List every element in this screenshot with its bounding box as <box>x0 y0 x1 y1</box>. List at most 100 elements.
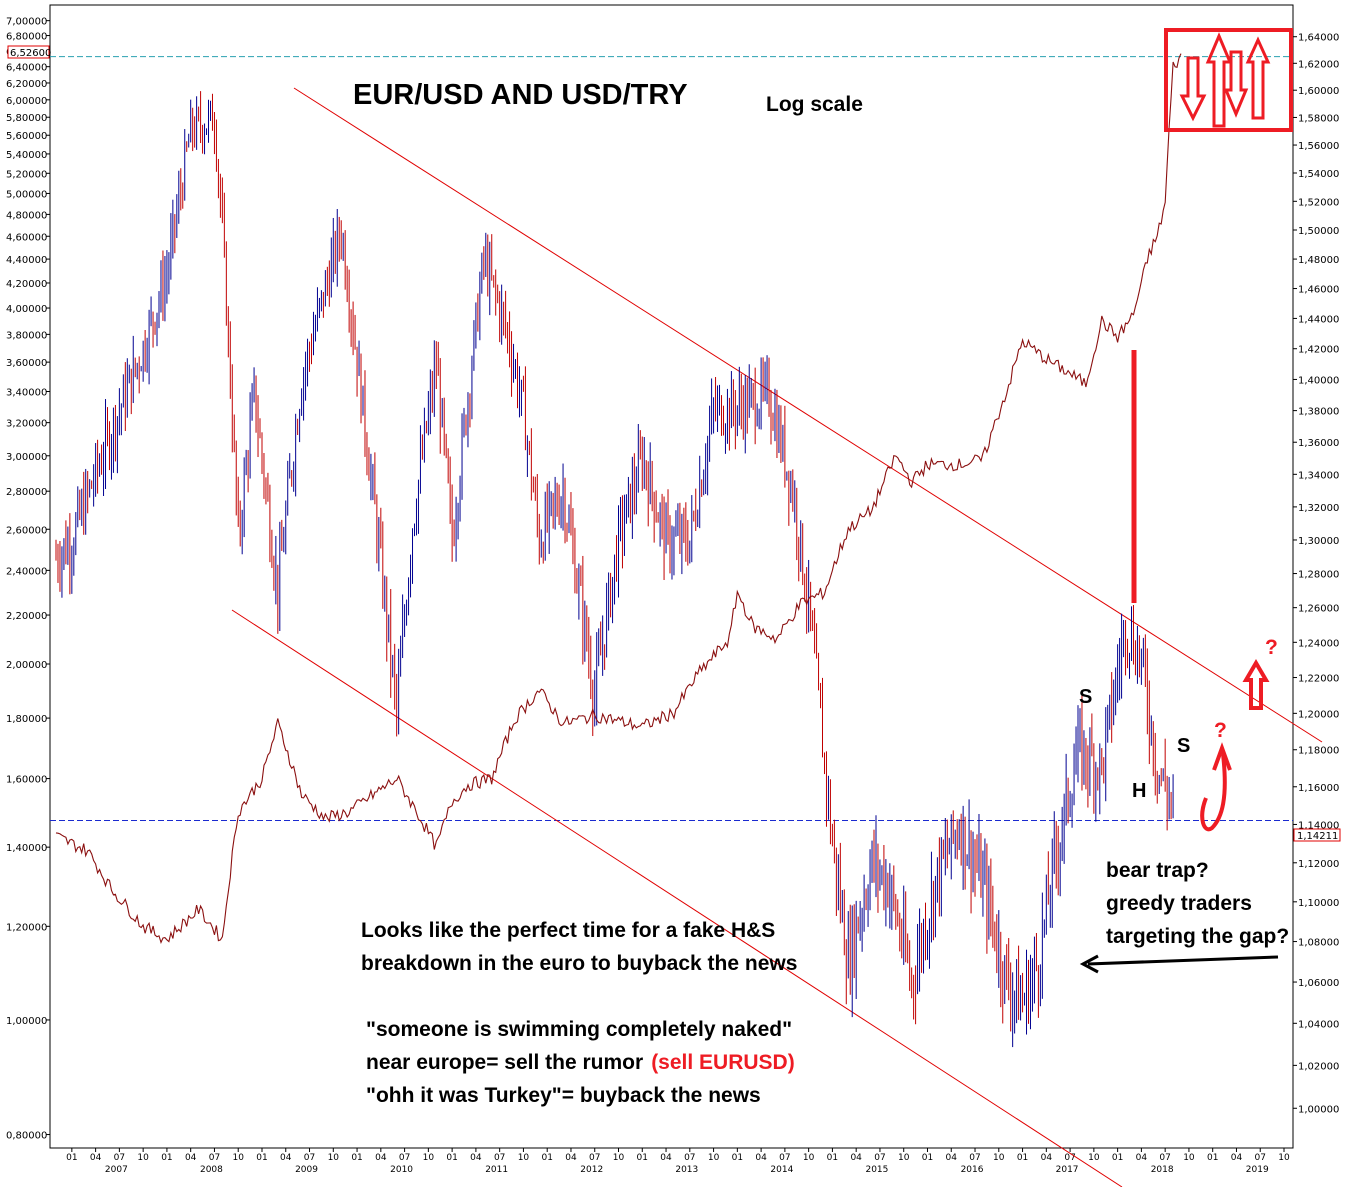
eurusd-last-value-text: 1,14211 <box>1297 831 1338 842</box>
right-tick-label: 1,30000 <box>1298 536 1339 547</box>
right-shoulder-label: S <box>1177 735 1190 757</box>
right-tick-label: 1,46000 <box>1298 285 1339 296</box>
x-year-label: 2013 <box>675 1165 698 1175</box>
x-tick-label: 04 <box>850 1153 862 1163</box>
x-tick-label: 01 <box>732 1153 743 1163</box>
left-axis: 0,80000 1,00000 1,20000 1,40000 1,60000 1,800… <box>6 17 50 1142</box>
head-label: H <box>1132 780 1146 802</box>
x-tick-label: 07 <box>304 1153 315 1163</box>
x-tick-label: 10 <box>328 1153 340 1163</box>
left-tick-label: 1,80000 <box>6 714 47 725</box>
x-tick-label: 01 <box>446 1153 457 1163</box>
left-tick-label: 3,00000 <box>6 452 47 463</box>
usdtry-line-path <box>55 53 1182 944</box>
upper-trendline <box>293 87 1323 743</box>
x-tick-label: 07 <box>494 1153 505 1163</box>
x-tick-label: 10 <box>993 1153 1005 1163</box>
x-year-label: 2011 <box>485 1165 508 1175</box>
left-tick-label: 5,00000 <box>6 189 47 200</box>
x-year-label: 2008 <box>200 1165 223 1175</box>
left-tick-label: 1,00000 <box>6 1016 47 1027</box>
right-axis: 1,00000 1,02000 1,04000 1,06000 1,08000 1,100… <box>1293 33 1339 1115</box>
note-line-1: Looks like the perfect time for a fake H… <box>361 919 775 942</box>
x-tick-label: 10 <box>232 1153 244 1163</box>
left-tick-label: 6,00000 <box>6 96 47 107</box>
right-tick-label: 1,12000 <box>1298 859 1339 870</box>
x-year-label: 2015 <box>865 1165 888 1175</box>
usdtry-last-value-label: 6,52600 <box>7 45 51 59</box>
x-tick-label: 07 <box>684 1153 695 1163</box>
right-tick-label: 1,06000 <box>1298 978 1339 989</box>
left-tick-label: 5,60000 <box>6 131 47 142</box>
x-tick-label: 10 <box>1278 1153 1290 1163</box>
down-arrow-icon <box>1179 56 1207 122</box>
x-tick-label: 10 <box>803 1153 815 1163</box>
curved-arrow-head-icon <box>1212 742 1232 771</box>
left-shoulder-label: S <box>1079 686 1092 708</box>
x-tick-label: 10 <box>137 1153 149 1163</box>
highlight-box <box>1164 28 1293 132</box>
x-tick-label: 01 <box>66 1153 77 1163</box>
right-tick-label: 1,28000 <box>1298 570 1339 581</box>
up-arrow-icon <box>1205 32 1233 128</box>
x-tick-label: 01 <box>1017 1153 1028 1163</box>
right-tick-label: 1,44000 <box>1298 314 1339 325</box>
up-arrow-icon <box>1242 659 1270 710</box>
right-tick-label: 1,48000 <box>1298 255 1339 266</box>
question-mark-1: ? <box>1265 636 1278 659</box>
left-tick-label: 4,20000 <box>6 279 47 290</box>
x-tick-label: 01 <box>256 1153 267 1163</box>
left-tick-label: 3,60000 <box>6 358 47 369</box>
curved-arrow-icon <box>1200 753 1227 832</box>
right-tick-label: 1,54000 <box>1298 169 1339 180</box>
x-tick-label: 01 <box>541 1153 552 1163</box>
question-mark-2: ? <box>1214 719 1227 742</box>
left-tick-label: 0,80000 <box>6 1131 47 1142</box>
arrow-left-icon <box>1079 954 1099 974</box>
x-tick-label: 07 <box>779 1153 790 1163</box>
left-tick-label: 4,40000 <box>6 255 47 266</box>
x-tick-label: 10 <box>1088 1153 1100 1163</box>
x-year-label: 2014 <box>770 1165 793 1175</box>
x-tick-label: 01 <box>637 1153 648 1163</box>
right-tick-label: 1,10000 <box>1298 898 1339 909</box>
left-tick-label: 2,20000 <box>6 611 47 622</box>
left-tick-label: 3,20000 <box>6 419 47 430</box>
bear-trap-line-1: bear trap? <box>1106 859 1209 882</box>
right-tick-label: 1,02000 <box>1298 1061 1339 1072</box>
usdtry-series <box>55 53 1182 944</box>
x-year-label: 2019 <box>1246 1165 1269 1175</box>
right-tick-label: 1,56000 <box>1298 141 1339 152</box>
x-tick-label: 10 <box>518 1153 530 1163</box>
right-tick-label: 1,36000 <box>1298 438 1339 449</box>
right-tick-label: 1,50000 <box>1298 226 1339 237</box>
x-tick-label: 07 <box>209 1153 220 1163</box>
x-year-label: 2009 <box>295 1165 318 1175</box>
eurusd-last-value-label: 1,14211 <box>1293 828 1341 842</box>
x-year-label: 2010 <box>390 1165 413 1175</box>
left-tick-label: 2,80000 <box>6 487 47 498</box>
x-tick-label: 07 <box>399 1153 410 1163</box>
note-line-4: near europe= sell the rumor (sell EURUSD) <box>366 1051 795 1074</box>
x-tick-label: 04 <box>565 1153 577 1163</box>
left-tick-label: 1,60000 <box>6 775 47 786</box>
down-arrow-icon <box>1223 50 1249 118</box>
x-tick-label: 01 <box>1112 1153 1123 1163</box>
right-tick-label: 1,32000 <box>1298 503 1339 514</box>
note-line-4-text: near europe= sell the rumor <box>366 1051 643 1074</box>
gap-pointer-arrow <box>1079 954 1279 974</box>
right-tick-label: 1,16000 <box>1298 783 1339 794</box>
x-tick-label: 04 <box>1231 1153 1243 1163</box>
right-tick-label: 1,26000 <box>1298 604 1339 615</box>
note-line-4-highlight: (sell EURUSD) <box>651 1051 795 1074</box>
right-tick-label: 1,64000 <box>1298 33 1339 44</box>
left-tick-label: 5,80000 <box>6 113 47 124</box>
x-tick-label: 07 <box>969 1153 980 1163</box>
right-tick-label: 1,00000 <box>1298 1104 1339 1115</box>
right-tick-label: 1,40000 <box>1298 375 1339 386</box>
left-tick-label: 5,40000 <box>6 150 47 161</box>
x-tick-label: 07 <box>114 1153 125 1163</box>
x-tick-label: 07 <box>1159 1153 1170 1163</box>
eurusd-series <box>55 91 1174 1048</box>
